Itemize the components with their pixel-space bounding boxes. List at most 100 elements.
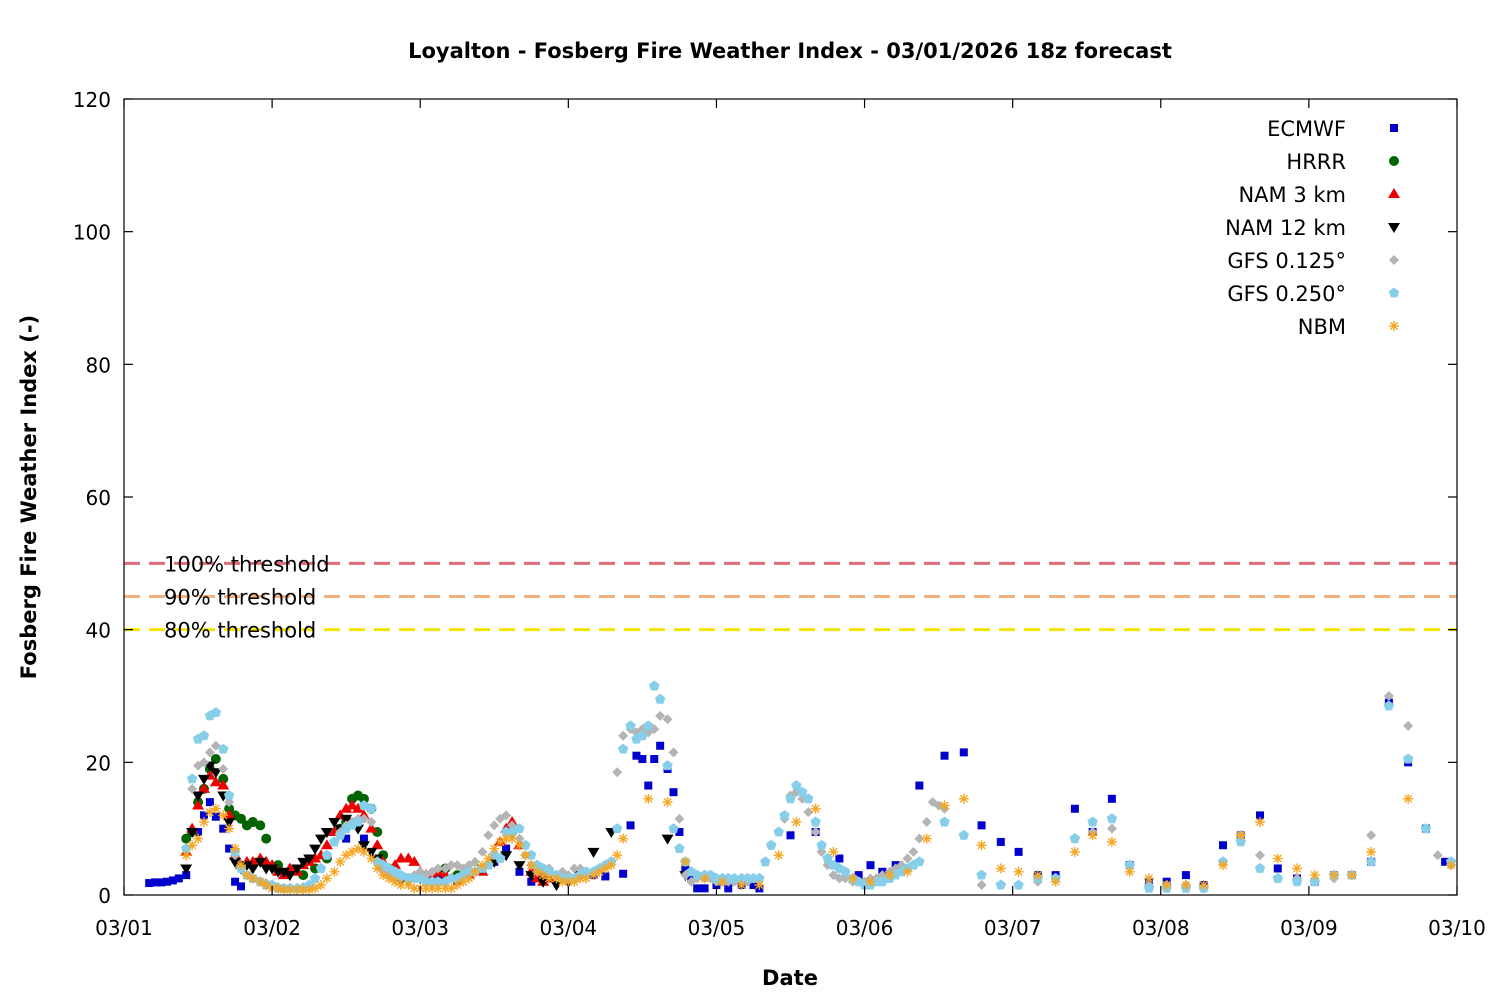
data-point [632,751,641,760]
legend-item-gfs-0-125: GFS 0.125° [1227,249,1399,273]
data-point [1087,816,1098,827]
data-point [187,840,198,851]
threshold-lines: 100% threshold 90% threshold 80% threshold [124,552,1457,643]
data-point [785,793,796,804]
data-point [1161,880,1172,891]
data-point [309,852,322,863]
data-point [1291,876,1303,887]
data-point [205,798,214,807]
data-point [298,884,309,895]
legend-item-hrrr: HRRR [1286,150,1399,174]
threshold-label-80-threshold: 80% threshold [164,619,316,643]
data-point [273,883,284,894]
data-point [209,768,222,779]
data-point [366,803,377,814]
data-point [643,720,654,731]
data-point [526,860,537,871]
data-point [1180,880,1191,891]
data-point [260,855,273,866]
data-point [464,873,475,884]
data-point [335,856,346,867]
legend-item-nbm: NBM [1298,315,1399,339]
y-tick-label: 80 [86,353,111,377]
data-point [402,852,415,863]
data-point [810,816,821,827]
data-point [569,876,580,887]
data-point [1403,720,1414,731]
data-point [773,826,784,837]
data-point [816,839,827,850]
data-point [1143,882,1155,893]
data-point [810,803,821,814]
data-point [1441,857,1450,866]
data-point [699,873,710,884]
data-point [940,751,949,760]
data-point [612,767,623,778]
data-point [786,831,795,840]
data-point [619,869,628,878]
data-point [791,780,802,790]
data-point [626,821,635,830]
data-point [151,878,160,887]
data-point [674,813,685,824]
data-point [612,850,623,861]
data-point [803,807,814,818]
data-point [834,873,845,884]
data-point [204,747,215,758]
data-point [210,803,221,814]
data-point [1403,793,1414,804]
data-point [902,866,913,877]
data-point [390,876,401,887]
data-point [237,882,246,891]
data-point [527,877,536,886]
data-point [662,760,673,771]
threshold-label-100-threshold: 100% threshold [164,552,330,576]
data-point [340,814,353,825]
data-point [181,833,192,844]
data-point [357,841,370,852]
data-point [1365,856,1377,867]
data-point [1329,870,1340,881]
data-point [1256,811,1265,820]
data-point [1198,880,1209,891]
y-axis-label: Fosberg Fire Weather Index (-) [17,315,41,679]
legend-label: GFS 0.125° [1227,249,1346,273]
data-point [729,872,740,883]
data-point [520,850,531,861]
data-point [199,811,208,820]
data-point [580,866,592,877]
data-point [1366,830,1377,841]
data-point [921,833,932,844]
y-tick-label: 100 [73,221,111,245]
data-point [210,754,221,765]
data-point [180,864,193,875]
data-point [477,846,488,857]
legend-marker [1388,287,1400,298]
data-point [210,707,222,717]
data-point [204,807,215,818]
data-point [501,810,512,821]
data-point [366,853,377,864]
data-point [662,714,673,725]
data-point [1050,876,1061,887]
data-point [470,856,481,867]
data-point [500,851,513,862]
data-point [692,869,703,880]
data-point [537,877,550,888]
data-point [229,857,242,868]
data-point [515,867,524,876]
legend-label: NBM [1298,315,1346,339]
data-point [181,850,192,861]
x-tick-label: 03/01 [95,916,153,940]
data-point [194,827,203,836]
data-point [218,763,229,774]
x-tick-label: 03/10 [1428,916,1486,940]
data-point [1402,753,1414,764]
data-point [224,803,235,814]
data-point [187,783,198,794]
data-point [655,710,666,721]
data-point [513,861,526,872]
x-tick-label: 03/06 [836,916,894,940]
data-point [1292,863,1303,874]
legend-label: ECMWF [1267,117,1346,141]
